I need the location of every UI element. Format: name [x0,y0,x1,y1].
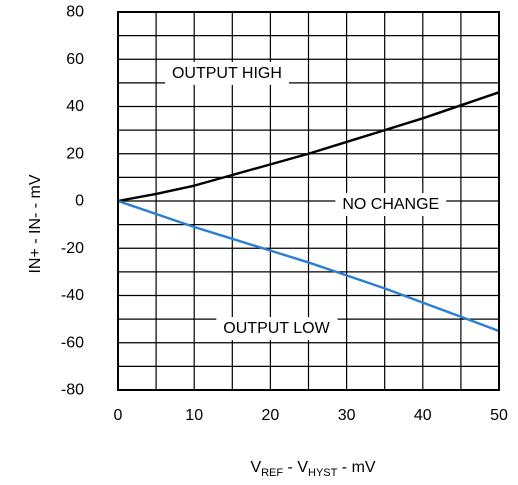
annotation-1: NO CHANGE [335,193,447,217]
annotation-background-0 [164,61,289,85]
x-tick-label-5: 50 [490,407,508,424]
series-line-0 [117,91,500,203]
x-tick-labels: 0 10 20 30 40 50 [114,407,508,424]
x-axis-label-sub1: REF [261,467,283,479]
y-tick-label-5: -20 [61,240,84,257]
annotations: OUTPUT HIGH NO CHANGE OUTPUT LOW [164,61,447,341]
x-axis-label: VREF - VHYST - mV [250,459,375,479]
annotation-2: OUTPUT LOW [216,317,338,341]
series-line-1 [117,199,500,333]
grid-lines [118,12,499,390]
y-tick-label-3: 20 [66,145,84,162]
y-tick-label-1: 60 [66,51,84,68]
y-tick-label-7: -60 [61,334,84,351]
annotation-0: OUTPUT HIGH [164,61,289,85]
y-tick-label-0: 80 [66,4,84,21]
annotation-text-0: OUTPUT HIGH [172,65,282,82]
x-axis-label-tail: - mV [337,459,376,476]
annotation-background-2 [216,317,338,341]
annotation-text-2: OUTPUT LOW [223,320,330,337]
y-tick-label-4: 0 [75,193,84,210]
x-tick-label-4: 40 [414,407,432,424]
y-tick-label-2: 40 [66,98,84,115]
y-tick-labels: 80 60 40 20 0 -20 -40 -60 -80 [61,4,84,399]
x-axis-label-sub2: HYST [308,467,338,479]
y-tick-label-8: -80 [61,382,84,399]
y-axis-label: IN+ - IN- - mV [27,174,44,273]
annotation-background-1 [335,193,447,217]
x-tick-label-1: 10 [185,407,203,424]
x-tick-label-0: 0 [114,407,123,424]
plot-frame [117,11,500,391]
x-tick-label-3: 30 [338,407,356,424]
x-tick-label-2: 20 [262,407,280,424]
series-lines [117,91,500,333]
x-axis-label-main: V [250,459,261,476]
y-tick-label-6: -40 [61,287,84,304]
x-axis-label-mid: - V [283,459,308,476]
annotation-text-1: NO CHANGE [342,196,439,213]
